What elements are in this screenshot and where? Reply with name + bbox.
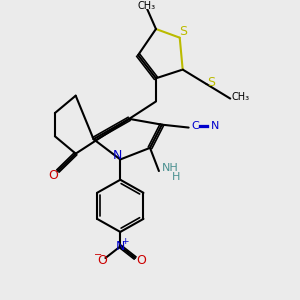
Text: CH₃: CH₃	[138, 1, 156, 11]
Text: S: S	[207, 76, 215, 89]
Text: NH: NH	[162, 163, 178, 173]
Text: −: −	[94, 250, 102, 260]
Text: +: +	[121, 237, 128, 246]
Text: O: O	[136, 254, 146, 267]
Text: O: O	[98, 254, 107, 267]
Text: N: N	[112, 148, 122, 162]
Text: N: N	[211, 121, 219, 131]
Text: CH₃: CH₃	[232, 92, 250, 102]
Text: S: S	[179, 26, 187, 38]
Text: C: C	[192, 121, 200, 131]
Text: O: O	[49, 169, 58, 182]
Text: N: N	[116, 240, 125, 253]
Text: H: H	[172, 172, 181, 182]
